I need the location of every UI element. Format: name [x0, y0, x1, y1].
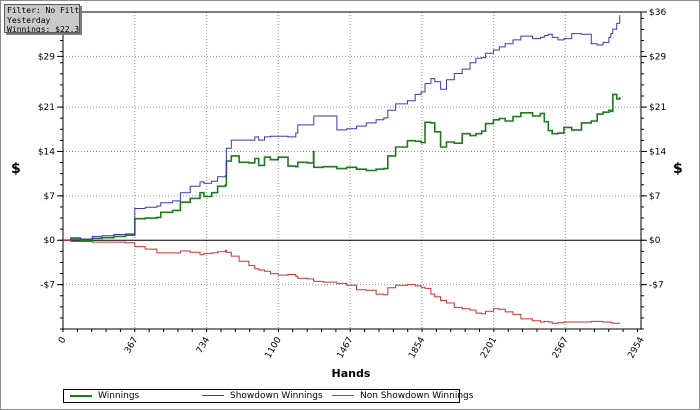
chart-legend: Winnings Showdown Winnings Non Showdown …	[63, 389, 473, 403]
y-tick-label-left: -$7	[40, 281, 55, 291]
legend-label-non-showdown: Non Showdown Winnings	[360, 391, 474, 401]
x-tick-label: 1100	[264, 335, 284, 360]
plot-border	[62, 11, 642, 330]
x-tick-label: 2567	[551, 336, 571, 361]
x-tick-label: 1854	[407, 335, 427, 360]
y-tick-label-left: $14	[38, 147, 55, 157]
y-tick-label-left: $7	[44, 192, 55, 202]
x-axis-label: Hands	[331, 367, 371, 380]
y-tick-label-left: $0	[44, 236, 56, 246]
y-tick-label-right: $14	[649, 147, 666, 157]
filter-winnings: Winnings: $22.35	[7, 25, 80, 33]
filter-label: Filter: No Filter	[7, 6, 80, 15]
y-axis-label-right: $	[673, 161, 683, 177]
y-tick-label-right: -$7	[649, 281, 664, 291]
filter-info-box: Filter: No Filter Yesterday Winnings: $2…	[4, 4, 80, 33]
x-tick-label: 1467	[336, 336, 356, 361]
legend-item-showdown: Showdown Winnings	[202, 390, 323, 402]
legend-swatch-winnings	[70, 394, 92, 397]
y-tick-label-right: $0	[649, 236, 661, 246]
x-tick-label: 0	[57, 335, 69, 345]
filter-period: Yesterday	[7, 15, 51, 25]
series-line-showdown-winnings	[63, 15, 621, 241]
y-tick-label-left: $21	[38, 103, 55, 113]
legend-item-non-showdown: Non Showdown Winnings	[332, 390, 473, 402]
legend-label-showdown: Showdown Winnings	[230, 391, 323, 401]
legend-label-winnings: Winnings	[98, 391, 140, 401]
y-axis-label-left: $	[11, 161, 21, 177]
x-tick-label: 2201	[479, 336, 499, 361]
legend-item-winnings: Winnings	[70, 390, 139, 402]
y-tick-label-left: $29	[38, 52, 55, 62]
y-tick-label-right: $36	[649, 8, 666, 18]
y-tick-label-right: $7	[649, 192, 660, 202]
x-tick-label: 734	[195, 335, 212, 355]
y-tick-label-right: $29	[649, 52, 666, 62]
y-tick-label-right: $21	[649, 103, 666, 113]
legend-swatch-showdown	[202, 395, 224, 396]
x-tick-label: 367	[123, 336, 140, 356]
series-line-winnings	[63, 93, 621, 241]
series-line-non-showdown-winnings	[63, 239, 621, 324]
x-tick-label: 2954	[626, 335, 646, 360]
legend-swatch-non-showdown	[332, 395, 354, 396]
